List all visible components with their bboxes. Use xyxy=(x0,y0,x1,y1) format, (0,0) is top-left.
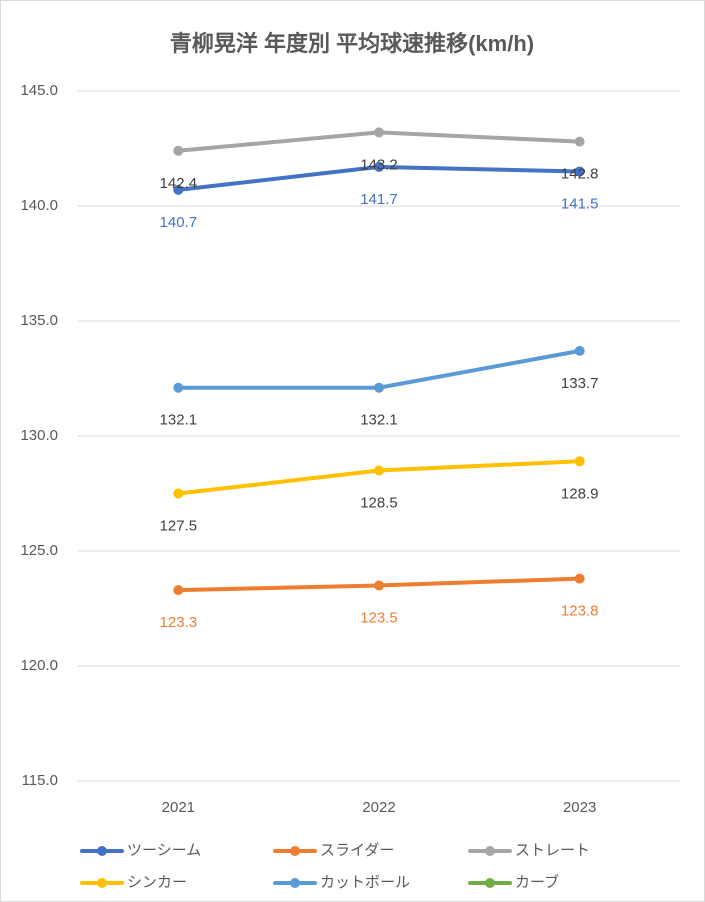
data-label: 128.9 xyxy=(561,485,599,502)
y-tick-label: 145.0 xyxy=(20,82,58,99)
data-label: 127.5 xyxy=(160,517,198,534)
data-point xyxy=(374,465,384,476)
legend-label: カットボール xyxy=(320,874,410,891)
x-tick-label: 2023 xyxy=(563,799,596,816)
x-tick-label: 2021 xyxy=(162,799,195,816)
legend-marker xyxy=(290,878,300,888)
data-label: 141.5 xyxy=(561,195,599,212)
data-point xyxy=(374,161,384,172)
data-label: 123.8 xyxy=(561,603,599,620)
legend-marker xyxy=(485,846,495,856)
legend-label: シンカー xyxy=(127,874,187,891)
y-tick-label: 135.0 xyxy=(20,312,58,329)
data-point xyxy=(374,580,384,591)
data-label: 128.5 xyxy=(360,494,398,511)
data-label: 123.3 xyxy=(160,614,198,631)
legend-marker xyxy=(290,846,300,856)
data-label: 123.5 xyxy=(360,609,398,626)
data-label: 132.1 xyxy=(160,412,198,429)
y-tick-label: 140.0 xyxy=(20,197,58,214)
data-point xyxy=(374,382,384,393)
data-label: 142.4 xyxy=(160,175,198,192)
data-point xyxy=(173,184,184,195)
data-point xyxy=(374,127,384,138)
legend-label: スライダー xyxy=(320,842,394,859)
y-tick-label: 120.0 xyxy=(20,657,58,674)
legend-label: ストレート xyxy=(515,842,590,859)
data-label: 141.7 xyxy=(360,191,398,208)
legend-marker xyxy=(97,878,107,888)
y-tick-label: 130.0 xyxy=(20,427,58,444)
data-label: 142.8 xyxy=(561,166,599,183)
data-point xyxy=(574,166,585,177)
data-point xyxy=(173,585,184,596)
legend-label: ツーシーム xyxy=(127,842,201,859)
data-point xyxy=(574,573,585,584)
x-tick-label: 2022 xyxy=(362,799,395,816)
data-label: 133.7 xyxy=(561,375,599,392)
chart-title: 青柳晃洋 年度別 平均球速推移(km/h) xyxy=(170,31,534,56)
data-point xyxy=(173,145,184,156)
data-label: 132.1 xyxy=(360,412,398,429)
legend-marker xyxy=(97,846,107,856)
data-point xyxy=(574,136,585,147)
legend-marker xyxy=(485,878,495,888)
data-label: 143.2 xyxy=(360,156,398,173)
y-tick-label: 115.0 xyxy=(22,772,58,789)
data-label: 140.7 xyxy=(160,214,198,231)
data-point xyxy=(173,382,184,393)
data-point xyxy=(574,456,585,467)
legend-label: カーブ xyxy=(515,873,559,891)
data-point xyxy=(574,345,585,356)
y-tick-label: 125.0 xyxy=(20,542,58,559)
data-point xyxy=(173,488,184,499)
